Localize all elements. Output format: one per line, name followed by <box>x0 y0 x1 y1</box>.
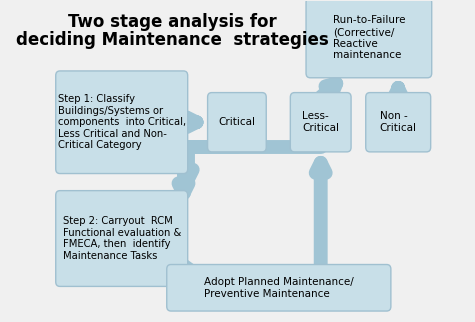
FancyBboxPatch shape <box>290 93 351 152</box>
Text: Step 1: Classify
Buildings/Systems or
components  into Critical,
Less Critical a: Step 1: Classify Buildings/Systems or co… <box>57 94 186 150</box>
FancyBboxPatch shape <box>167 264 391 311</box>
FancyBboxPatch shape <box>56 71 188 174</box>
Text: Less-
Critical: Less- Critical <box>302 111 339 133</box>
FancyBboxPatch shape <box>208 93 266 152</box>
Text: Non -
Critical: Non - Critical <box>380 111 417 133</box>
Text: Two stage analysis for: Two stage analysis for <box>67 13 276 31</box>
FancyBboxPatch shape <box>56 191 188 286</box>
Text: deciding Maintenance  strategies: deciding Maintenance strategies <box>16 31 328 49</box>
Text: Critical: Critical <box>218 117 256 127</box>
Text: Run-to-Failure
(Corrective/
Reactive
maintenance: Run-to-Failure (Corrective/ Reactive mai… <box>332 15 405 60</box>
FancyBboxPatch shape <box>366 93 431 152</box>
FancyBboxPatch shape <box>306 0 432 78</box>
Text: Adopt Planned Maintenance/
Preventive Maintenance: Adopt Planned Maintenance/ Preventive Ma… <box>204 277 354 298</box>
Text: Step 2: Carryout  RCM
Functional evaluation &
FMECA, then  identify
Maintenance : Step 2: Carryout RCM Functional evaluati… <box>63 216 181 261</box>
